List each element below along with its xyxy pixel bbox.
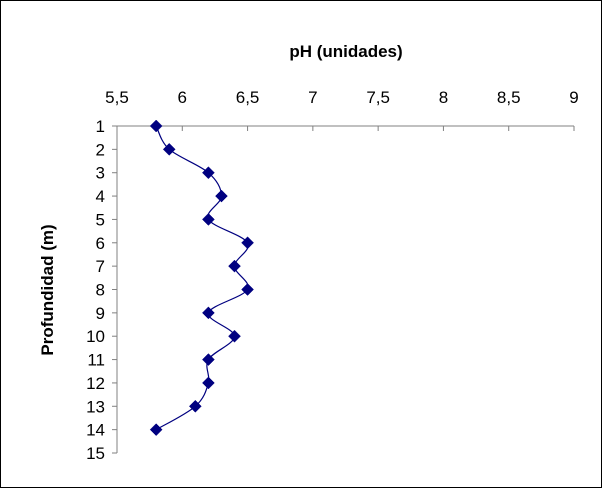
- x-tick-label: 8: [439, 88, 448, 107]
- data-point: [202, 213, 215, 226]
- data-point: [228, 259, 241, 273]
- x-tick-label: 5,5: [105, 88, 129, 107]
- y-tick-label: 10: [86, 327, 105, 346]
- x-tick-labels: 5,5 6 6,5 7 7,5 8 8,5 9: [105, 88, 579, 131]
- data-markers: [149, 119, 254, 436]
- x-tick-label: 6,5: [236, 88, 260, 107]
- data-point: [215, 189, 228, 203]
- data-point: [241, 283, 254, 296]
- y-tick-label: 4: [96, 187, 105, 206]
- data-point: [202, 376, 215, 390]
- x-tick-label: 7: [308, 88, 317, 107]
- data-point: [162, 143, 176, 156]
- data-point: [241, 236, 254, 250]
- y-tick-label: 1: [96, 117, 105, 136]
- y-tick-label: 7: [96, 257, 105, 276]
- x-axis-title: pH (unidades): [289, 42, 402, 61]
- series-line: [155, 125, 249, 431]
- axes: [116, 125, 574, 453]
- y-tick-label: 14: [86, 421, 105, 440]
- data-point: [228, 329, 241, 343]
- y-tick-label: 8: [96, 281, 105, 300]
- y-tick-label: 11: [87, 351, 105, 370]
- x-tick-label: 7,5: [366, 88, 390, 107]
- y-tick-label: 6: [96, 234, 105, 253]
- x-tick-label: 6: [178, 88, 187, 107]
- y-tick-label: 12: [86, 374, 105, 393]
- data-point: [202, 353, 215, 366]
- y-axis-title: Profundidad (m): [38, 224, 57, 355]
- y-tick-label: 13: [86, 397, 105, 416]
- x-tick-label: 9: [569, 88, 578, 107]
- data-point: [149, 423, 163, 436]
- data-point: [202, 166, 215, 180]
- y-tick-label: 2: [96, 140, 105, 159]
- data-point: [202, 306, 215, 320]
- data-point: [188, 399, 202, 413]
- y-tick-label: 5: [96, 210, 105, 229]
- x-tick-label: 8,5: [497, 88, 521, 107]
- data-point: [149, 119, 163, 133]
- y-tick-label: 3: [96, 164, 105, 183]
- y-tick-label: 15: [86, 444, 105, 463]
- y-tick-label: 9: [96, 304, 105, 323]
